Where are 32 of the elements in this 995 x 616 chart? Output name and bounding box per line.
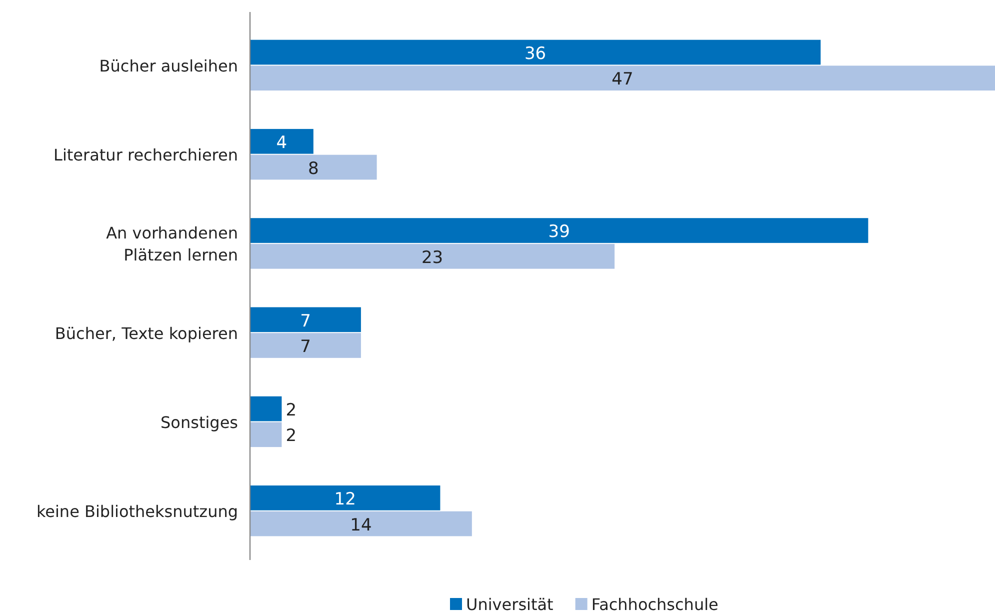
data-label: 8 [308, 158, 319, 179]
bar [250, 218, 868, 243]
data-label: 36 [524, 44, 546, 64]
bar [250, 66, 995, 91]
data-label: 47 [612, 70, 634, 90]
y-tick-label: Sonstiges [160, 412, 238, 432]
y-tick-label: An vorhandenen Plätzen lernen [106, 224, 238, 265]
bar [250, 333, 361, 358]
legend-label: Fachhochschule [591, 595, 718, 614]
bar [250, 511, 472, 536]
y-tick-label: Literatur recherchieren [54, 146, 238, 165]
data-label: 2 [286, 400, 297, 420]
data-label: 39 [548, 222, 570, 242]
bar [250, 40, 821, 65]
bar [250, 422, 282, 448]
bar [250, 244, 615, 269]
data-label: 23 [421, 248, 444, 268]
bar [250, 396, 282, 422]
bar [250, 307, 361, 332]
bar [250, 154, 377, 180]
data-label: 7 [300, 311, 311, 332]
data-label: 4 [276, 133, 288, 153]
legend-label: Universität [466, 595, 554, 614]
bar [250, 485, 440, 510]
data-label: 14 [350, 515, 372, 536]
y-tick-label: Bücher ausleihen [99, 56, 238, 76]
data-label: 12 [334, 490, 356, 510]
y-tick-label: keine Bibliotheksnutzung [36, 502, 238, 522]
bar [250, 128, 314, 154]
data-label: 2 [286, 426, 297, 446]
y-tick-label: Bücher, Texte kopieren [54, 324, 238, 343]
data-label: 7 [300, 337, 311, 358]
